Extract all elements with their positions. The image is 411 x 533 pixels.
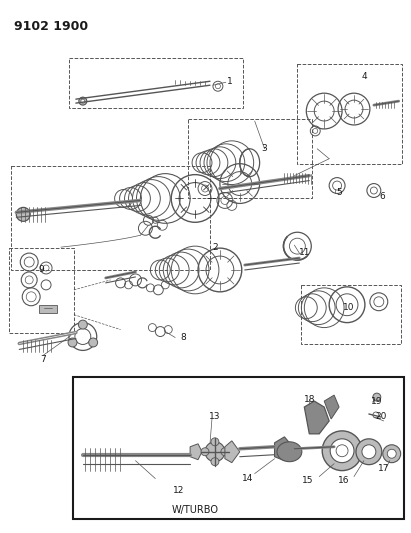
Circle shape: [330, 439, 354, 463]
Circle shape: [16, 207, 30, 221]
Text: 8: 8: [180, 333, 186, 342]
Polygon shape: [304, 401, 329, 434]
Text: 7: 7: [40, 355, 46, 364]
Circle shape: [362, 445, 376, 459]
Text: 18: 18: [304, 394, 315, 403]
Circle shape: [221, 448, 229, 456]
Circle shape: [201, 448, 209, 456]
Circle shape: [211, 438, 219, 446]
Text: 9102 1900: 9102 1900: [14, 20, 88, 33]
Bar: [69, 59, 243, 108]
Text: 15: 15: [302, 476, 313, 485]
Text: 20: 20: [375, 413, 386, 422]
Text: 11: 11: [298, 248, 310, 256]
Circle shape: [356, 439, 382, 465]
Text: 12: 12: [173, 486, 184, 495]
Bar: [73, 377, 404, 519]
Bar: [12, 166, 210, 270]
Text: 10: 10: [343, 303, 355, 312]
Ellipse shape: [277, 442, 302, 462]
Text: 2: 2: [212, 243, 218, 252]
Polygon shape: [225, 441, 240, 463]
Circle shape: [79, 320, 87, 329]
Text: 13: 13: [209, 413, 221, 422]
Text: 17: 17: [378, 464, 390, 473]
Circle shape: [79, 97, 87, 105]
Text: 4: 4: [361, 72, 367, 81]
Circle shape: [81, 99, 85, 103]
Bar: [188, 119, 312, 198]
Circle shape: [383, 445, 401, 463]
Bar: [298, 64, 402, 164]
Text: 6: 6: [379, 192, 385, 201]
Text: W/TURBO: W/TURBO: [171, 505, 219, 515]
Circle shape: [68, 338, 77, 347]
Bar: [39, 305, 57, 313]
Circle shape: [211, 458, 219, 466]
Text: 5: 5: [336, 188, 342, 197]
Bar: [301, 285, 401, 344]
Circle shape: [387, 449, 396, 458]
Text: 16: 16: [338, 476, 350, 485]
Polygon shape: [190, 444, 202, 459]
Circle shape: [89, 338, 98, 347]
Bar: [9, 248, 74, 333]
Circle shape: [373, 393, 381, 401]
Polygon shape: [275, 437, 294, 461]
Circle shape: [322, 431, 362, 471]
Text: 9: 9: [38, 265, 44, 274]
Text: 1: 1: [227, 77, 233, 86]
Text: 14: 14: [242, 474, 254, 483]
Text: 19: 19: [371, 397, 383, 406]
Polygon shape: [324, 395, 339, 419]
Circle shape: [205, 442, 225, 462]
Text: 3: 3: [262, 144, 268, 154]
